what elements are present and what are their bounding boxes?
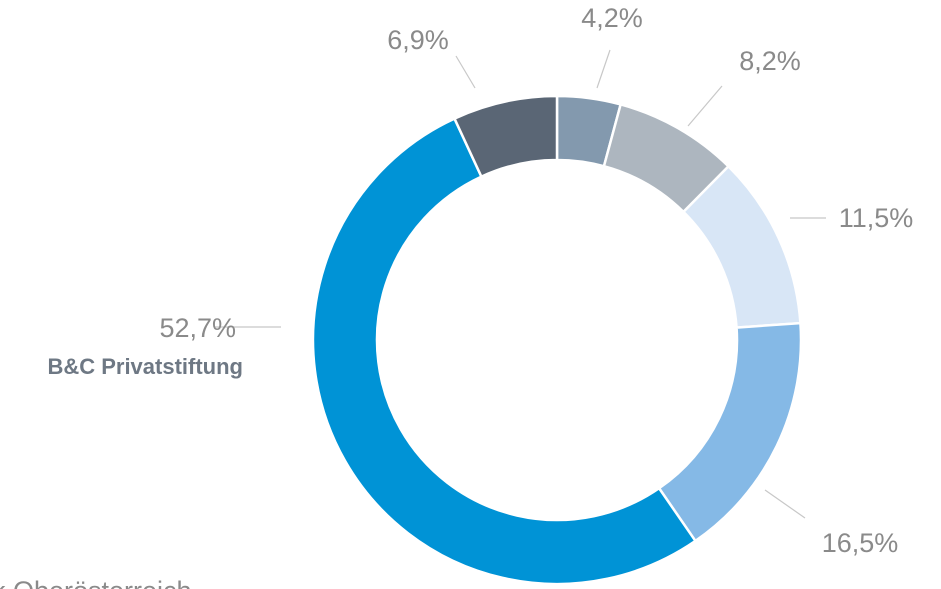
donut-segment [452,94,559,179]
leader-line [687,85,723,127]
leader-line [455,55,476,89]
value-label: 4,2% [581,3,643,33]
category-label: B&C Privatstiftung [47,354,243,379]
leader-line [764,489,806,519]
value-label: 6,9% [387,25,449,55]
annotation: k Oberösterreich [0,576,192,589]
donut-segment [657,321,803,543]
leader-line [596,49,611,89]
value-label: 52,7% [159,313,236,343]
value-label: 16,5% [822,528,899,558]
donut-segment [311,116,698,586]
value-label: 11,5% [839,203,914,233]
value-label: 8,2% [739,46,801,76]
